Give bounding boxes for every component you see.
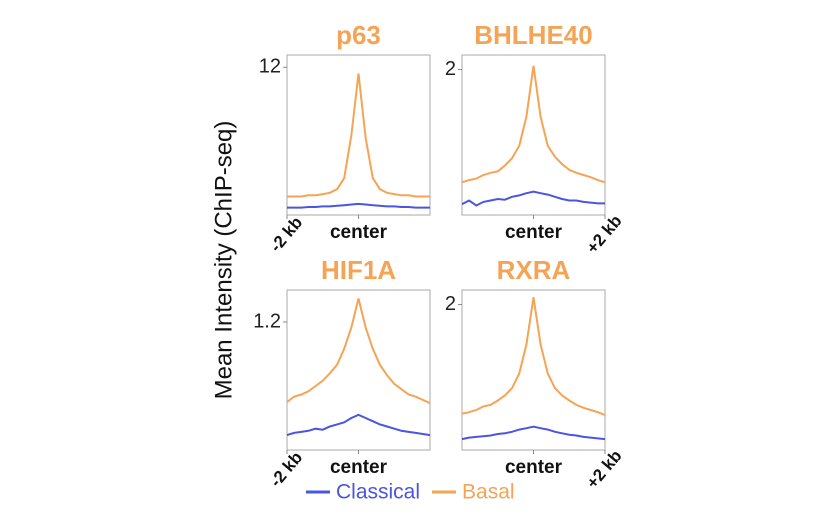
- panel-title: p63: [336, 20, 381, 50]
- y-tick-label: 1.2: [253, 310, 281, 332]
- panel-title: RXRA: [497, 255, 571, 285]
- x-tick-label: center: [330, 457, 388, 478]
- line-series: [287, 202, 430, 209]
- x-tick-label: -2 kb: [266, 448, 306, 491]
- panel-title: HIF1A: [321, 255, 396, 285]
- y-tick-label: 2: [445, 293, 456, 315]
- x-tick-label: center: [330, 222, 388, 243]
- line-series: [461, 297, 606, 417]
- line-series: [461, 425, 606, 441]
- x-tick-label: -2 kb: [266, 213, 306, 256]
- line-series: [286, 298, 431, 405]
- x-tick-label: center: [505, 222, 563, 243]
- y-axis-label: Mean Intensity (ChIP-seq): [210, 121, 237, 400]
- y-tick-label: 2: [445, 58, 456, 80]
- x-tick-label: +2 kb: [583, 211, 626, 257]
- y-tick-label: 12: [259, 56, 281, 78]
- legend-label: Classical: [336, 481, 420, 504]
- line-series: [461, 190, 605, 207]
- line-series: [461, 65, 606, 184]
- line-series: [287, 73, 430, 198]
- x-tick-label: center: [505, 457, 563, 478]
- line-series: [286, 413, 431, 437]
- panel-title: BHLHE40: [474, 20, 592, 50]
- x-tick-label: +2 kb: [583, 446, 626, 492]
- legend-label: Basal: [462, 481, 515, 504]
- plot-frame: [286, 289, 431, 451]
